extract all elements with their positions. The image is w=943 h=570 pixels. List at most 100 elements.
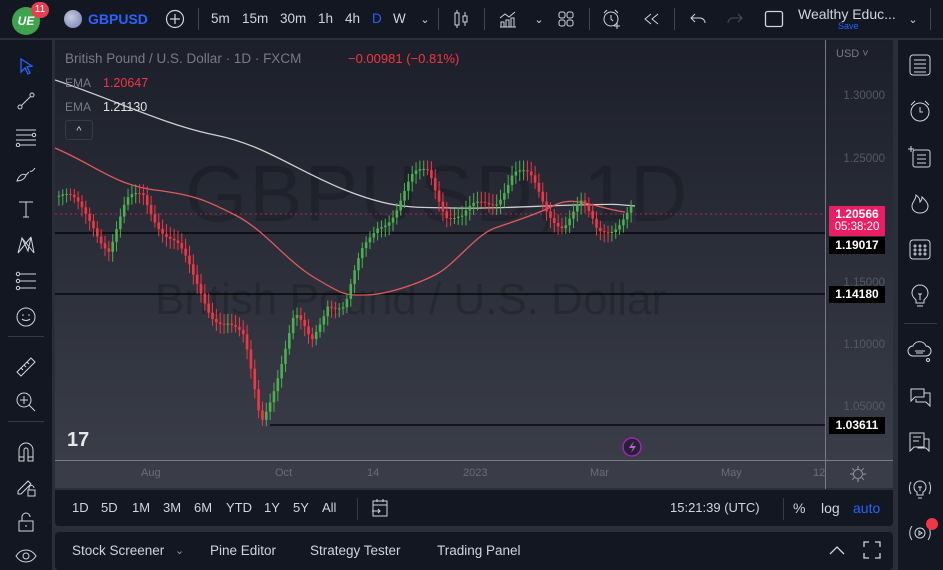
text-icon[interactable] — [14, 197, 38, 221]
utc-clock[interactable]: 15:21:39 (UTC) — [670, 500, 760, 515]
notification-badge: 11 — [31, 2, 49, 18]
brush-icon[interactable] — [14, 161, 38, 185]
collapse-legend-button[interactable]: ^ — [65, 120, 93, 140]
chart-legend-title[interactable]: British Pound / U.S. Dollar · 1D · FXCM — [65, 51, 302, 66]
horizontal-lines-icon[interactable] — [14, 125, 38, 149]
emoji-icon[interactable] — [14, 305, 38, 329]
svg-text:17: 17 — [67, 429, 89, 451]
level-label: 1.03611 — [829, 417, 885, 434]
data-window-icon[interactable] — [907, 144, 933, 170]
gbp-usd-flag-icon — [64, 10, 82, 28]
level-label: 1.19017 — [829, 237, 885, 254]
current-price: 1.20566 — [835, 207, 879, 221]
watchlist-icon[interactable] — [907, 52, 933, 78]
stock-screener-chevron-icon[interactable]: ⌄ — [175, 545, 185, 557]
eye-icon[interactable] — [14, 544, 38, 568]
layout-name[interactable]: Wealthy Educ... — [798, 6, 896, 22]
tech-lightbulb-icon[interactable] — [907, 475, 933, 501]
log-scale-toggle[interactable]: log — [821, 500, 840, 516]
hotlist-flame-icon[interactable] — [907, 190, 933, 216]
price-change: −0.00981 (−0.81%) — [348, 51, 460, 66]
tab-strategy-tester[interactable]: Strategy Tester — [310, 543, 401, 558]
tab-pine-editor[interactable]: Pine Editor — [210, 543, 277, 558]
timeframe-5m[interactable]: 5m — [211, 11, 230, 26]
candlestick-plot: 17 — [55, 79, 825, 457]
zoom-in-icon[interactable] — [14, 390, 38, 414]
indicators-icon[interactable] — [497, 8, 519, 30]
ideas-lightbulb-icon[interactable] — [907, 283, 933, 309]
magnet-icon[interactable] — [14, 440, 38, 464]
timeframe-w[interactable]: W — [393, 11, 406, 26]
ema2-label[interactable]: EMA — [65, 100, 92, 114]
time-axis[interactable]: Aug Oct 14 2023 Mar May 12 — [55, 460, 893, 489]
level-label: 1.14180 — [829, 286, 885, 303]
live-notification-dot — [926, 518, 938, 530]
range-5d[interactable]: 5D — [101, 500, 118, 515]
range-1d[interactable]: 1D — [72, 500, 89, 515]
timeframe-1h[interactable]: 1h — [318, 11, 334, 26]
timeframe-dropdown-chevron-icon[interactable]: ⌄ — [420, 13, 430, 26]
range-all[interactable]: All — [322, 500, 337, 515]
chats-icon[interactable] — [907, 384, 933, 410]
name-watermark: British Pound / U.S. Dollar — [155, 275, 667, 324]
tab-trading-panel[interactable]: Trading Panel — [437, 543, 521, 558]
top-toolbar: UE 11 GBPUSD 5m 15m 30m 1h 4h D W ⌄ ⌄ We… — [0, 0, 943, 38]
symbol-watermark: GBPUSD, 1D — [185, 149, 690, 238]
compare-add-icon[interactable] — [164, 8, 186, 30]
range-6m[interactable]: 6M — [194, 500, 213, 515]
timeframe-15m[interactable]: 15m — [242, 11, 269, 26]
ema1-label[interactable]: EMA — [65, 76, 92, 90]
symbol-name: GBPUSD — [88, 11, 148, 27]
maximize-panel-icon[interactable] — [863, 541, 881, 564]
tab-stock-screener[interactable]: Stock Screener — [72, 543, 165, 558]
time-label: May — [721, 467, 742, 479]
expand-panel-chevron-up-icon[interactable] — [828, 543, 846, 561]
price-axis[interactable]: USD ˅ 1.30000 1.25000 1.15000 1.10000 1.… — [825, 40, 893, 460]
right-sidebar — [898, 40, 943, 570]
bar-countdown: 05:38:20 — [834, 221, 880, 233]
minds-cloud-icon[interactable] — [907, 338, 933, 364]
candle-type-icon[interactable] — [450, 8, 472, 30]
price-tick: 1.05000 — [843, 401, 885, 413]
timeframe-d[interactable]: D — [372, 11, 382, 26]
cursor-icon[interactable] — [14, 54, 38, 78]
time-label: 2023 — [463, 467, 488, 479]
calendar-icon[interactable] — [907, 236, 933, 262]
symbol-search[interactable]: GBPUSD — [64, 10, 148, 28]
layout-grid-icon[interactable] — [555, 8, 577, 30]
goto-date-icon[interactable] — [371, 498, 389, 523]
price-tick: 1.30000 — [843, 90, 885, 102]
replay-icon[interactable] — [640, 8, 662, 30]
undo-icon[interactable] — [687, 8, 709, 30]
alert-add-icon[interactable] — [601, 8, 623, 30]
range-ytd[interactable]: YTD — [226, 500, 252, 515]
range-3m[interactable]: 3M — [163, 500, 182, 515]
auto-scale-toggle[interactable]: auto — [853, 500, 881, 516]
chart-settings-gear-icon[interactable] — [850, 466, 866, 487]
range-1m[interactable]: 1M — [132, 500, 151, 515]
redo-icon[interactable] — [724, 8, 746, 30]
timeframe-30m[interactable]: 30m — [280, 11, 307, 26]
percent-scale-toggle[interactable]: % — [793, 500, 806, 516]
currency-selector[interactable]: USD ˅ — [836, 48, 869, 60]
range-5y[interactable]: 5Y — [293, 500, 309, 515]
range-1y[interactable]: 1Y — [264, 500, 280, 515]
time-label: 12 — [813, 467, 826, 479]
chart-pane[interactable]: GBPUSD, 1D British Pound / U.S. Dollar 1… — [55, 40, 825, 460]
save-button[interactable]: Save — [838, 21, 859, 31]
layout-dropdown-chevron-icon[interactable]: ⌄ — [908, 13, 918, 26]
lock-drawings-icon[interactable] — [14, 475, 38, 499]
ruler-icon[interactable] — [14, 355, 38, 379]
timeframe-4h[interactable]: 4h — [345, 11, 361, 26]
time-label: Mar — [590, 467, 609, 479]
fullscreen-square-icon[interactable] — [763, 8, 785, 30]
indicators-dropdown-chevron-icon[interactable]: ⌄ — [534, 13, 544, 26]
alerts-clock-icon[interactable] — [907, 98, 933, 124]
unlock-icon[interactable] — [14, 510, 38, 534]
current-price-badge: 1.20566 05:38:20 — [829, 206, 885, 236]
pattern-icon[interactable] — [14, 233, 38, 257]
fib-retracement-icon[interactable] — [14, 269, 38, 293]
notes-chat-icon[interactable] — [907, 429, 933, 455]
time-label: Aug — [141, 467, 161, 479]
trend-line-icon[interactable] — [14, 89, 38, 113]
